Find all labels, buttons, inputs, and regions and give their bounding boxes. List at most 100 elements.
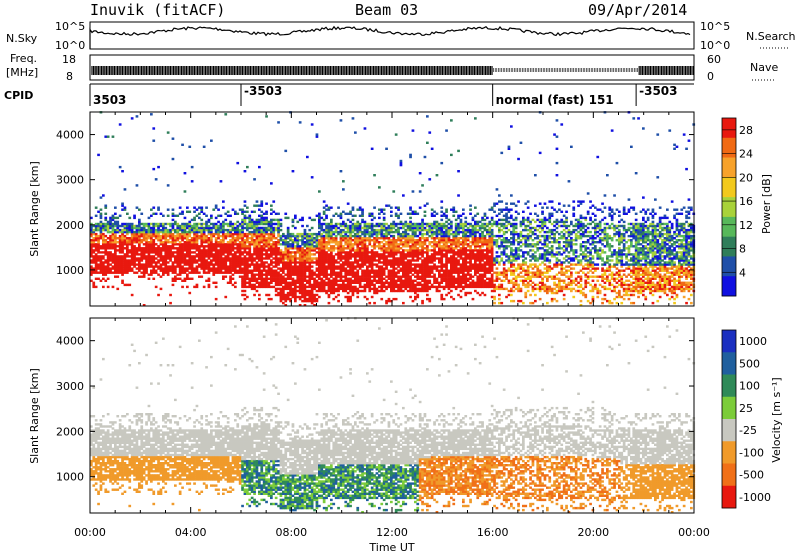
range-cell [255,239,259,242]
range-cell [318,216,321,220]
range-cell [248,253,252,256]
range-cell [469,222,472,226]
range-cell [349,234,352,238]
range-cell [279,251,283,254]
range-cell [272,232,276,236]
range-cell [274,281,278,284]
range-cell [385,299,388,303]
range-cell [152,267,156,270]
range-cell [322,257,326,260]
range-cell [102,271,105,274]
range-cell [171,253,175,256]
range-cell [241,257,244,260]
range-cell [330,220,333,224]
range-cell [138,228,141,232]
range-cell [262,212,266,215]
range-cell [342,281,345,284]
range-cell [370,251,374,254]
range-cell [181,257,184,260]
range-cell [418,251,422,254]
range-cell [361,247,364,250]
range-cell [414,269,417,272]
range-cell [358,259,362,262]
range-cell [435,212,439,215]
range-cell [308,232,312,236]
range-cell [111,222,115,226]
range-cell [382,216,386,220]
range-cell [130,117,134,120]
range-cell [116,271,120,274]
range-cell [301,261,304,264]
range-cell [363,249,367,252]
range-cell [250,287,254,291]
range-cell [380,267,384,270]
range-cell [402,245,405,248]
range-cell [414,295,417,299]
range-cell [327,222,331,226]
range-cell [406,239,410,242]
range-cell [135,241,139,244]
range-cell [198,257,201,260]
range-cell [344,224,348,228]
range-cell [390,243,393,246]
range-cell [243,257,247,260]
range-cell [152,245,156,248]
range-cell [440,226,444,230]
range-cell [296,237,300,240]
range-cell [279,289,283,293]
range-cell [303,230,307,234]
range-cell [219,271,223,274]
range-cell [390,259,393,262]
range-cell [123,230,127,234]
range-cell [159,249,163,252]
date-title: 09/Apr/2014 [588,1,687,19]
range-cell [277,275,280,278]
range-cell [282,243,285,246]
range-cell [262,222,266,226]
range-cell [145,222,148,226]
range-cell [402,234,405,238]
range-cell [133,232,136,236]
range-cell [404,277,408,280]
range-cell [118,257,122,260]
range-cell [241,289,244,293]
range-cell [282,275,285,278]
range-cell [346,237,350,240]
range-cell [315,283,319,287]
range-cell [118,245,122,248]
range-cell [440,214,444,217]
range-cell [344,277,348,280]
range-cell [342,265,345,268]
range-cell [452,241,456,244]
range-cell [426,273,429,276]
range-cell [274,245,278,248]
range-cell [174,220,177,224]
range-cell [140,275,144,278]
range-cell [99,267,103,270]
range-cell [193,230,196,234]
range-cell [152,239,156,242]
range-cell [140,226,144,230]
range-cell [390,226,393,230]
range-cell [265,222,268,226]
range-cell [171,265,175,268]
range-cell [368,269,372,272]
range-cell [320,239,324,242]
range-cell [315,234,319,238]
range-cell [445,277,448,280]
range-cell [234,257,237,260]
range-cell [447,232,451,236]
range-cell [94,255,98,258]
range-cell [166,257,170,260]
range-cell [164,237,168,240]
range-cell [421,241,424,244]
range-cell [438,237,441,240]
range-cell [406,275,410,278]
range-cell [325,291,328,295]
range-cell [284,277,288,280]
range-cell [229,277,232,280]
range-cell [246,234,249,238]
range-cell [459,230,463,234]
range-cell [176,263,180,266]
range-cell [322,271,326,274]
